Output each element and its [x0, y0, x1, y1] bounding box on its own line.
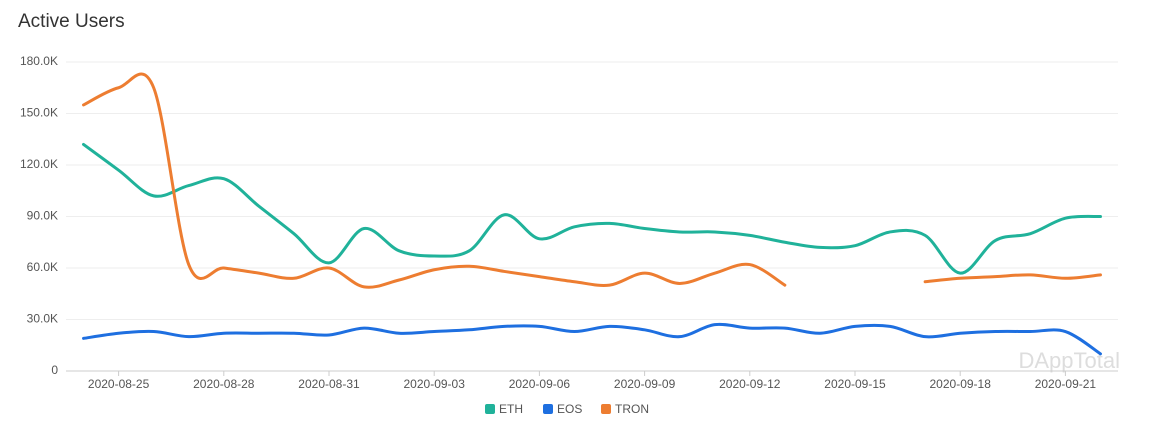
- legend-label: TRON: [615, 402, 649, 416]
- legend-swatch: [543, 404, 553, 414]
- x-tick-label: 2020-09-12: [719, 377, 781, 391]
- watermark: DAppTotal: [1018, 348, 1120, 373]
- line: [82, 322, 1102, 356]
- y-tick-label: 120.0K: [20, 157, 58, 171]
- x-tick-label: 2020-09-06: [509, 377, 571, 391]
- line: [82, 142, 1102, 275]
- y-tick-label: 0: [51, 363, 58, 377]
- legend-swatch: [485, 404, 495, 414]
- x-tick-label: 2020-08-28: [193, 377, 255, 391]
- chart-title: Active Users: [18, 11, 125, 32]
- x-tick-label: 2020-08-25: [88, 377, 150, 391]
- y-tick-label: 180.0K: [20, 54, 58, 68]
- legend-swatch: [601, 404, 611, 414]
- y-tick-label: 60.0K: [27, 260, 58, 274]
- x-tick-label: 2020-08-31: [298, 377, 360, 391]
- x-tick-label: 2020-09-18: [930, 377, 992, 391]
- x-tick-label: 2020-09-09: [614, 377, 676, 391]
- y-tick-label: 90.0K: [27, 209, 58, 223]
- y-tick-label: 150.0K: [20, 106, 58, 120]
- x-tick-label: 2020-09-03: [404, 377, 466, 391]
- x-tick-label: 2020-09-15: [824, 377, 886, 391]
- legend-label: ETH: [499, 402, 523, 416]
- line: [82, 72, 787, 289]
- x-tick-label: 2020-09-21: [1035, 377, 1097, 391]
- y-tick-label: 30.0K: [27, 312, 58, 326]
- legend-label: EOS: [557, 402, 582, 416]
- line: [923, 273, 1102, 284]
